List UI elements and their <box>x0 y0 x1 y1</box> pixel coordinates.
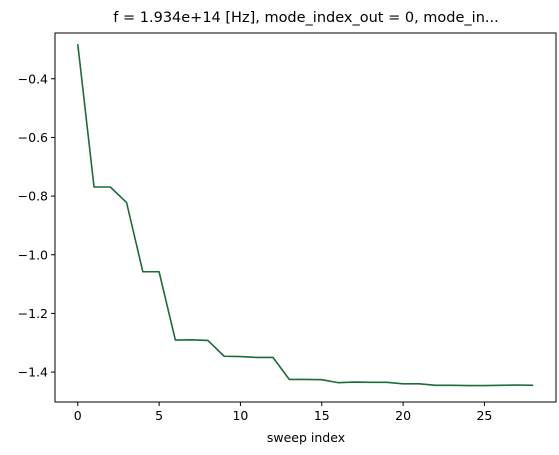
x-tick-label: 25 <box>476 408 492 423</box>
x-axis-ticks: 0 5 10 15 20 25 <box>74 402 492 423</box>
x-tick-label: 10 <box>232 408 248 423</box>
data-points <box>77 44 534 386</box>
x-tick-label: 20 <box>395 408 411 423</box>
x-tick-label: 0 <box>74 408 82 423</box>
x-tick-label: 15 <box>314 408 330 423</box>
x-axis-label: sweep index <box>267 430 345 445</box>
y-tick-label: −1.2 <box>18 306 48 321</box>
x-tick-label: 5 <box>155 408 163 423</box>
y-tick-label: −1.0 <box>18 247 48 262</box>
y-tick-label: −0.4 <box>18 71 48 86</box>
plot-area-frame <box>54 32 557 403</box>
chart-title: f = 1.934e+14 [Hz], mode_index_out = 0, … <box>113 10 498 26</box>
y-tick-label: −1.4 <box>18 365 48 380</box>
y-axis-ticks: −0.4 −0.6 −0.8 −1.0 −1.2 −1.4 <box>18 71 55 380</box>
y-tick-label: −0.8 <box>18 189 48 204</box>
y-tick-label: −0.6 <box>18 130 48 145</box>
